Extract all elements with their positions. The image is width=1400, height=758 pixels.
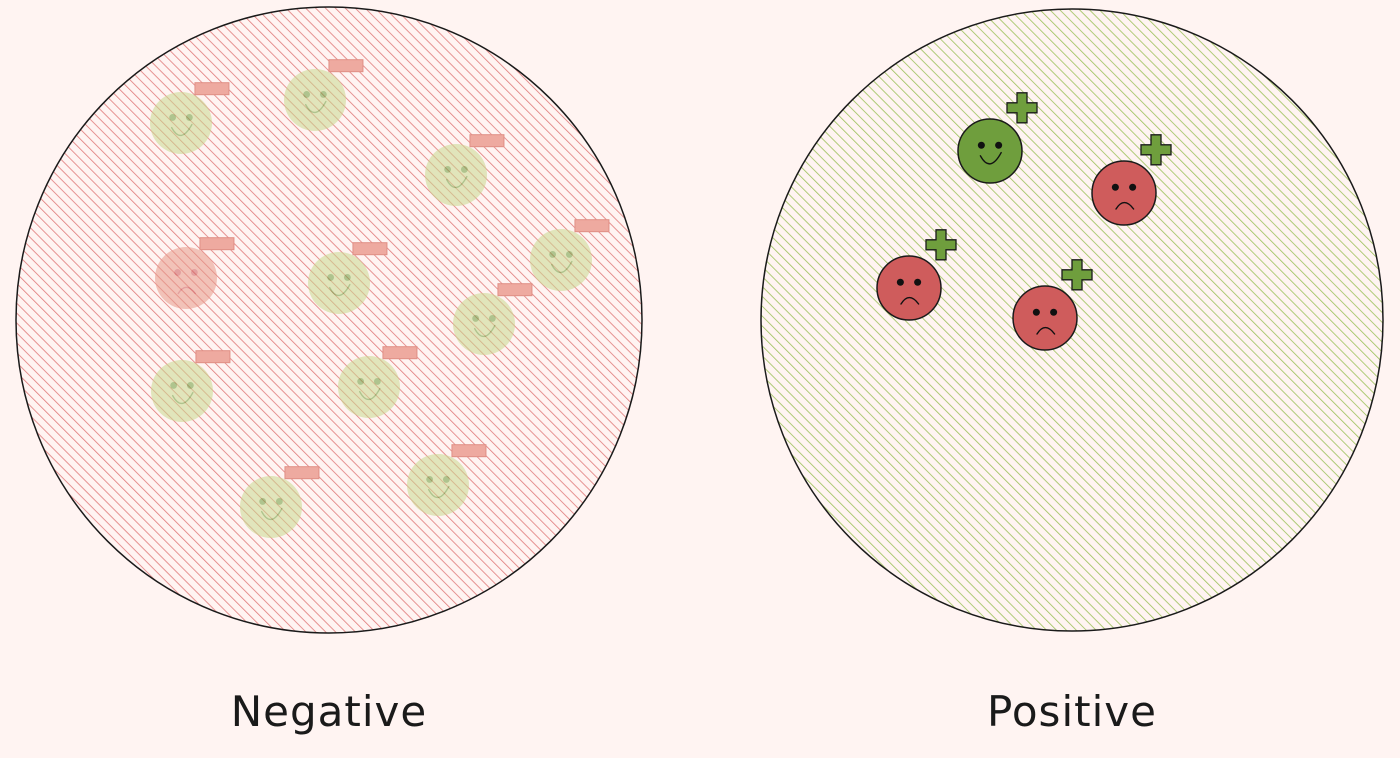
- minus-badge-icon: [195, 350, 231, 364]
- happy-face-icon: [338, 356, 400, 418]
- positive-label: Positive: [987, 687, 1157, 736]
- happy-face-icon: [151, 360, 213, 422]
- happy-face-icon: [284, 69, 346, 131]
- happy-face-icon: [530, 229, 592, 291]
- minus-badge-icon: [497, 283, 533, 297]
- minus-badge-icon: [328, 59, 364, 73]
- happy-face-icon: [453, 293, 515, 355]
- minus-badge-icon: [382, 346, 418, 360]
- sad-face-icon: [1012, 285, 1078, 351]
- happy-face-icon: [308, 252, 370, 314]
- happy-face-icon: [407, 454, 469, 516]
- negative-panel: Negative: [15, 6, 643, 736]
- plus-badge-icon: [1006, 92, 1038, 124]
- minus-badge-icon: [199, 237, 235, 251]
- happy-face-icon: [957, 118, 1023, 184]
- minus-badge-icon: [574, 219, 610, 233]
- minus-badge-icon: [451, 444, 487, 458]
- plus-badge-icon: [1140, 134, 1172, 166]
- negative-label: Negative: [231, 687, 428, 736]
- positive-faces: [876, 92, 1172, 351]
- minus-badge-icon: [352, 242, 388, 256]
- happy-face-icon: [425, 144, 487, 206]
- happy-face-icon: [240, 476, 302, 538]
- negative-circle: [15, 6, 643, 634]
- negative-faces: [150, 59, 610, 538]
- minus-badge-icon: [194, 82, 230, 96]
- sad-face-icon: [1091, 160, 1157, 226]
- plus-badge-icon: [1061, 259, 1093, 291]
- happy-face-icon: [150, 92, 212, 154]
- sad-face-icon: [155, 247, 217, 309]
- sad-face-icon: [876, 255, 942, 321]
- minus-badge-icon: [284, 466, 320, 480]
- minus-badge-icon: [469, 134, 505, 148]
- positive-panel: Positive: [760, 8, 1384, 736]
- plus-badge-icon: [925, 229, 957, 261]
